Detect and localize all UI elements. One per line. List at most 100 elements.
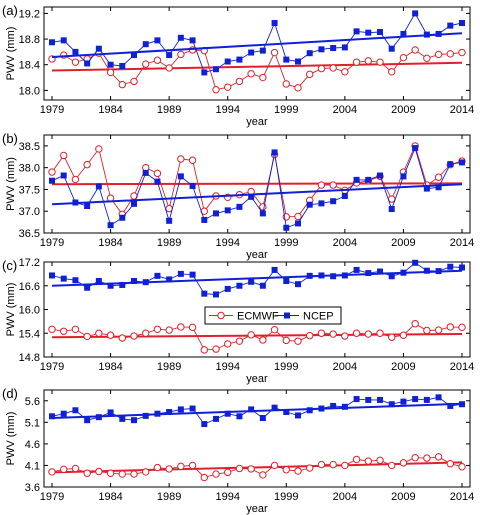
- ncep-point: [412, 145, 419, 152]
- ecmwf-point: [458, 463, 466, 471]
- ecmwf-point: [329, 330, 337, 338]
- ecmwf-point: [188, 461, 197, 470]
- ecmwf-point: [212, 86, 220, 94]
- x-tick-label: 2004: [333, 237, 357, 249]
- ecmwf-point: [71, 175, 80, 184]
- ncep-point: [400, 30, 407, 37]
- panel-c: 14.8 15.4 16.0 16.6 17.2 1979 1984 1989 1994 1999…: [2, 257, 474, 385]
- x-tick-label: 2009: [391, 491, 415, 503]
- ecmwf-point: [329, 64, 337, 72]
- ncep-point: [154, 410, 161, 417]
- x-tick-label: 1994: [215, 361, 239, 373]
- ecmwf-point: [48, 168, 56, 176]
- ncep-point: [49, 39, 55, 46]
- ecmwf-point: [177, 462, 185, 471]
- ncep-point: [412, 396, 419, 403]
- ecmwf-point: [142, 329, 150, 337]
- ncep-point: [224, 410, 231, 417]
- ecmwf-point: [446, 323, 454, 331]
- ncep-point: [166, 276, 173, 283]
- ecmwf-point: [294, 467, 302, 475]
- ecmwf-point: [341, 461, 349, 470]
- ecmwf-point: [83, 332, 91, 341]
- ncep-point: [224, 207, 231, 214]
- ncep-point: [295, 58, 301, 65]
- ecmwf-point: [364, 330, 372, 338]
- ecmwf-point: [71, 325, 80, 333]
- x-tick-label: 1994: [215, 237, 239, 249]
- x-tick-label: 1984: [98, 491, 122, 503]
- x-tick-label: 2014: [450, 237, 474, 249]
- ecmwf-point: [306, 331, 314, 340]
- ncep-point: [447, 161, 454, 168]
- ncep-point: [447, 402, 454, 409]
- ecmwf-point: [270, 325, 279, 334]
- ecmwf-point: [364, 457, 372, 465]
- y-tick-label: 19.2: [19, 8, 40, 20]
- ecmwf-point: [294, 84, 302, 92]
- ncep-point: [318, 46, 325, 53]
- ecmwf-point: [399, 53, 408, 62]
- ncep-point: [259, 415, 266, 422]
- y-axis-label: PWV (mm): [5, 27, 17, 81]
- ncep-point: [236, 413, 243, 420]
- ncep-point: [377, 29, 383, 36]
- ecmwf-point: [235, 77, 244, 86]
- ncep-point: [166, 408, 173, 415]
- x-tick-label: 1989: [157, 361, 181, 373]
- ncep-point: [189, 37, 196, 44]
- ecmwf-point: [71, 464, 80, 473]
- ncep-point: [60, 37, 67, 44]
- ncep-point: [72, 407, 79, 414]
- ncep-point: [189, 271, 196, 278]
- ncep-point: [341, 192, 348, 199]
- ecmwf-point: [95, 467, 103, 476]
- ncep-point: [388, 45, 395, 52]
- ecmwf-point: [399, 331, 408, 339]
- ecmwf-point: [434, 453, 443, 461]
- ncep-point: [131, 200, 137, 207]
- ncep-point: [353, 176, 360, 183]
- ncep-point: [119, 63, 126, 70]
- ecmwf-point: [60, 151, 68, 160]
- ncep-point: [84, 284, 91, 291]
- ncep-point: [306, 407, 313, 414]
- ecmwf-point: [247, 331, 255, 339]
- ncep-point: [84, 202, 91, 209]
- ncep-point: [412, 10, 419, 17]
- ecmwf-point: [423, 326, 431, 335]
- ecmwf-point: [118, 470, 126, 478]
- ncep-point: [353, 266, 360, 273]
- ncep-point: [154, 178, 161, 185]
- x-tick-label: 1999: [274, 491, 298, 503]
- legend-box: [204, 306, 342, 325]
- x-tick-label: 1979: [40, 361, 64, 373]
- ncep-point: [166, 217, 173, 224]
- x-tick-label: 2004: [333, 491, 357, 503]
- ncep-point: [213, 210, 219, 217]
- y-tick-label: 5.1: [25, 417, 40, 429]
- legend-ecmwf-marker: [217, 311, 225, 320]
- ecmwf-point: [317, 460, 326, 469]
- ecmwf-point: [411, 320, 419, 328]
- ncep-point: [400, 173, 407, 180]
- ecmwf-point: [177, 323, 185, 331]
- legend-ncep-label: NCEP: [303, 311, 334, 323]
- x-tick-label: 2004: [333, 361, 357, 373]
- legend: ECMWF NCEP: [204, 306, 342, 325]
- ecmwf-point: [224, 83, 232, 91]
- y-tick-label: 18.8: [19, 34, 40, 46]
- ecmwf-point: [388, 461, 396, 470]
- y-tick-label: 37.5: [19, 184, 40, 196]
- ncep-point: [459, 264, 465, 271]
- ecmwf-point: [376, 58, 384, 66]
- ecmwf-point: [177, 155, 185, 163]
- ncep-trend-line: [51, 183, 463, 206]
- ecmwf-point: [294, 212, 302, 221]
- ncep-point: [142, 169, 149, 176]
- ecmwf-point: [153, 169, 162, 178]
- ncep-point: [189, 182, 196, 189]
- ecmwf-point: [411, 46, 419, 54]
- ncep-point: [295, 281, 301, 288]
- ecmwf-point: [399, 459, 408, 467]
